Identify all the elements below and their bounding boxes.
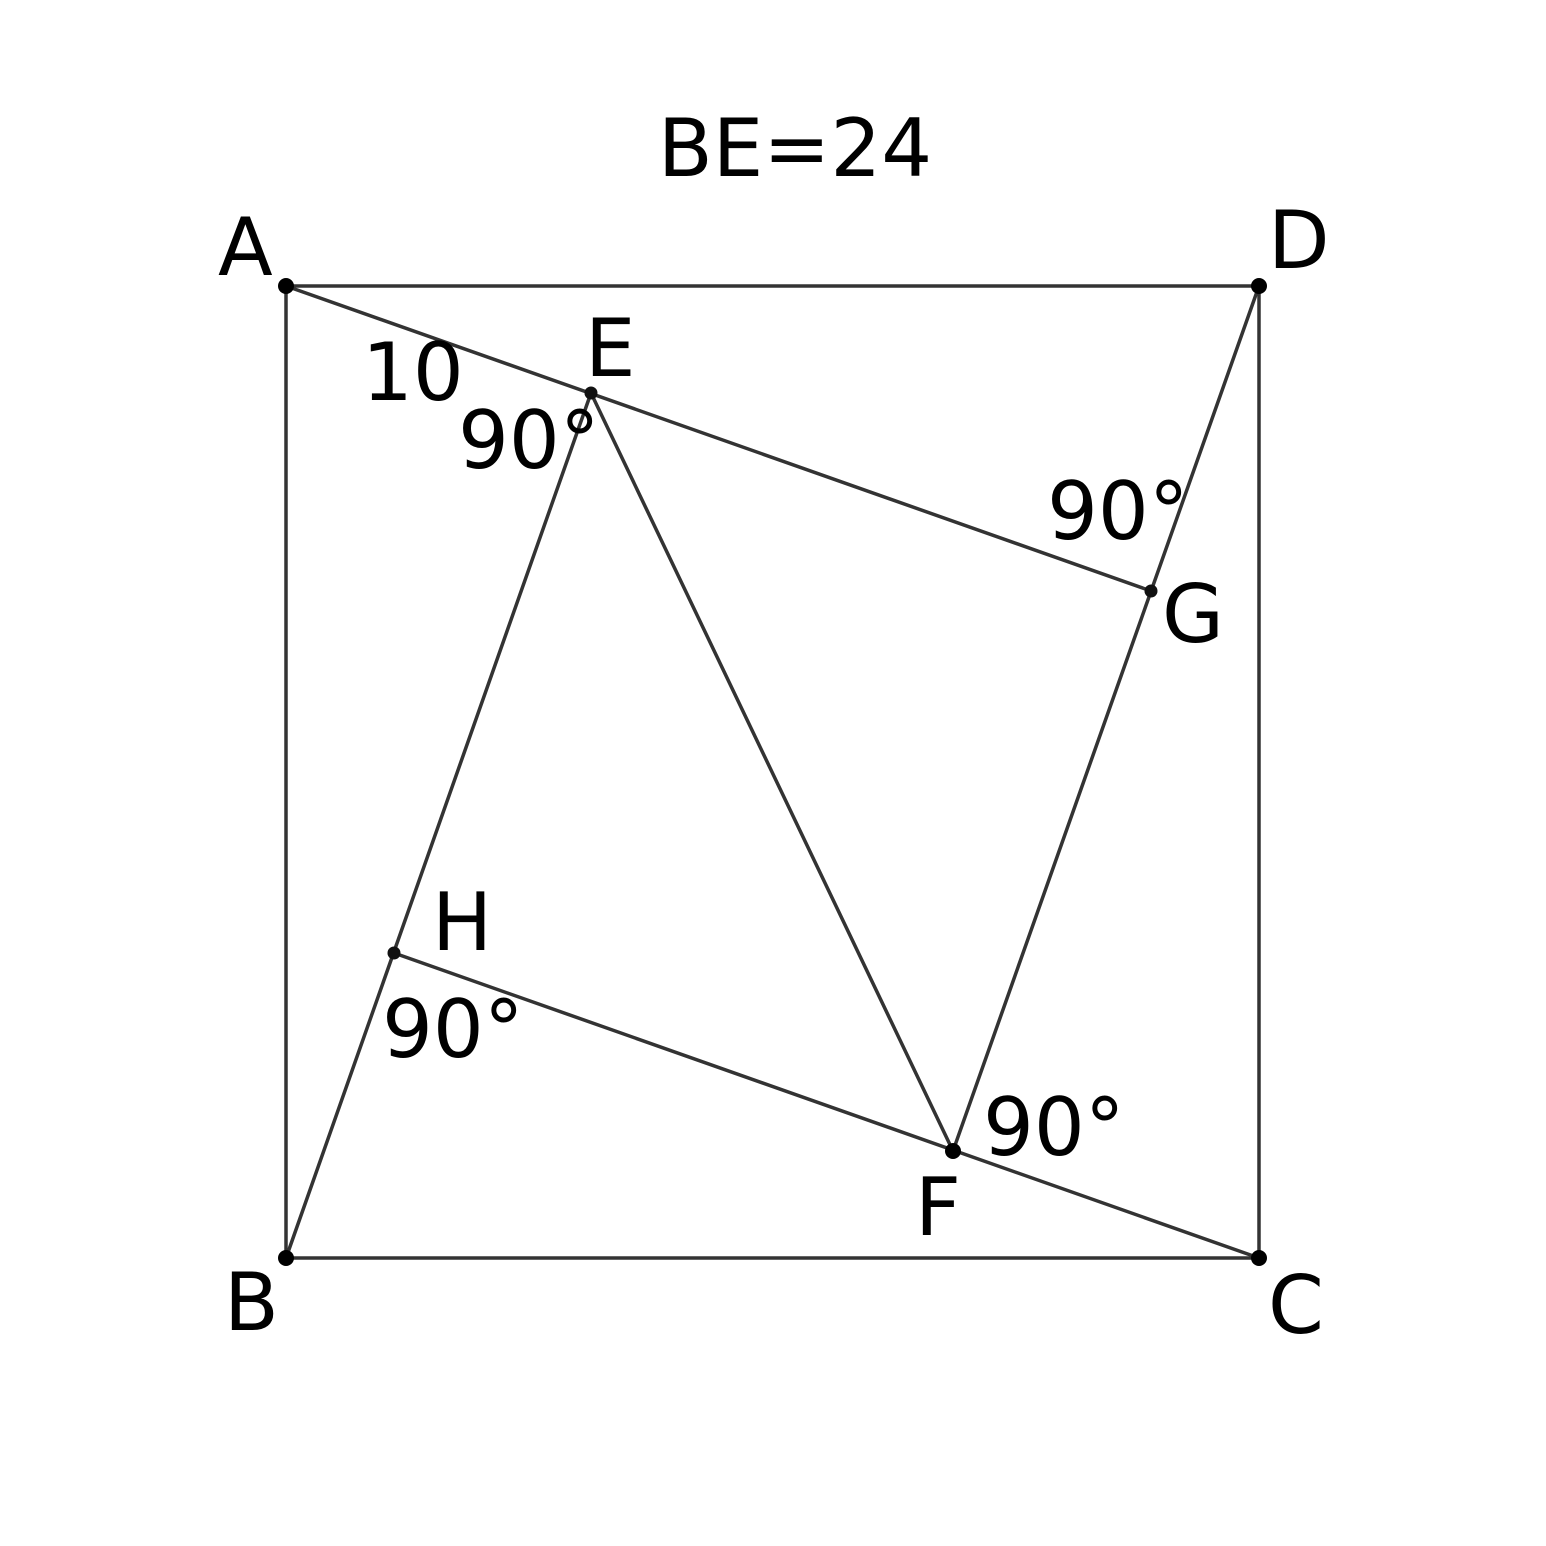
angle-E-label: 90°: [458, 394, 600, 487]
angle-F-label: 90°: [983, 1081, 1125, 1174]
label-C: C: [1268, 1259, 1324, 1352]
label-E: E: [585, 302, 636, 395]
angle-H-label: 90°: [382, 983, 524, 1076]
figure-title: BE=24: [658, 102, 932, 195]
point-H: [387, 946, 401, 960]
point-D: [1251, 278, 1267, 294]
label-H: H: [432, 876, 492, 969]
angle-G-label: 90°: [1047, 465, 1189, 558]
label-B: B: [224, 1256, 279, 1349]
length-AE-label: 10: [362, 326, 464, 419]
segment-CH: [392, 951, 1261, 1260]
point-F: [945, 1143, 961, 1159]
segment-BE: [284, 391, 593, 1260]
point-E: [584, 386, 598, 400]
point-A: [278, 278, 294, 294]
point-C: [1251, 1250, 1267, 1266]
label-G: G: [1162, 568, 1224, 661]
segment-DF: [951, 284, 1261, 1153]
segment-AG: [284, 284, 1153, 593]
segment-EF: [589, 391, 955, 1153]
label-D: D: [1268, 194, 1330, 287]
point-B: [278, 1250, 294, 1266]
point-G: [1144, 584, 1158, 598]
label-F: F: [915, 1161, 961, 1254]
label-A: A: [218, 201, 273, 294]
